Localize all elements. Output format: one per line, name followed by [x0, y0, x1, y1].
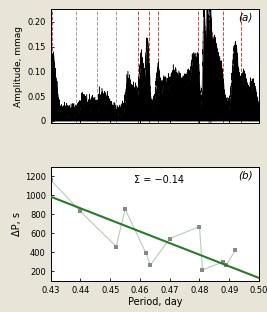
Y-axis label: Amplitude, mmag: Amplitude, mmag: [14, 26, 23, 107]
Y-axis label: ΔP, s: ΔP, s: [12, 212, 22, 236]
Text: (b): (b): [238, 170, 253, 180]
Text: Σ = −0.14: Σ = −0.14: [134, 175, 184, 185]
Text: (a): (a): [238, 13, 253, 23]
X-axis label: Period, day: Period, day: [128, 297, 182, 307]
